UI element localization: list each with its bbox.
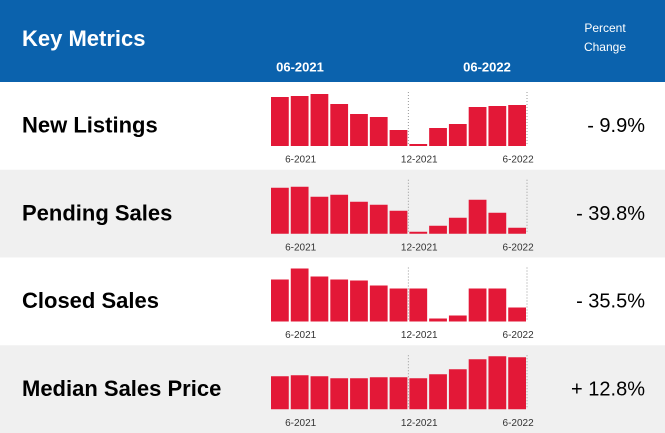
change-header: Percent (584, 21, 626, 35)
bar (409, 288, 428, 322)
title: Key Metrics (22, 26, 146, 51)
bar (488, 212, 507, 234)
bar (468, 199, 487, 234)
bar (290, 186, 309, 234)
bar (468, 107, 487, 146)
bar (369, 285, 388, 322)
bar (271, 187, 289, 234)
bar (468, 359, 487, 410)
metric-label: Closed Sales (22, 288, 159, 313)
bar (350, 201, 368, 234)
bar (508, 105, 526, 146)
bar (508, 357, 526, 410)
bar (389, 130, 408, 146)
bar (409, 378, 428, 410)
percent-change: + 12.8% (571, 378, 645, 400)
bar (409, 231, 428, 234)
metric-label: Pending Sales (22, 200, 172, 225)
bar (369, 204, 388, 234)
bar (448, 369, 467, 410)
bar (389, 210, 408, 234)
axis-label: 6-2022 (503, 155, 535, 166)
bar (488, 288, 507, 322)
header-band (0, 0, 665, 82)
percent-change: - 9.9% (587, 115, 645, 137)
bar (330, 378, 349, 410)
bar (290, 375, 309, 410)
bar (448, 315, 467, 322)
axis-label: 12-2021 (401, 155, 438, 166)
bar (448, 124, 467, 146)
bar (330, 104, 349, 146)
bar (271, 279, 289, 322)
bar (409, 144, 428, 146)
axis-label: 12-2021 (401, 242, 438, 253)
percent-change: - 35.5% (576, 291, 645, 313)
bar (468, 288, 487, 322)
bar (350, 378, 368, 410)
axis-label: 6-2021 (285, 418, 317, 429)
bar (488, 356, 507, 410)
bar (310, 276, 329, 322)
axis-label: 6-2021 (285, 155, 317, 166)
bar (310, 376, 329, 410)
bar (271, 376, 289, 410)
axis-label: 6-2022 (503, 330, 535, 341)
change-header: Change (584, 40, 626, 54)
bar (448, 217, 467, 234)
metric-label: Median Sales Price (22, 376, 221, 401)
bar (330, 194, 349, 234)
bar (330, 279, 349, 322)
axis-label: 6-2022 (503, 242, 535, 253)
bar (488, 106, 507, 146)
bar (310, 196, 329, 234)
bar (508, 227, 526, 234)
bar (369, 117, 388, 146)
bar (290, 268, 309, 322)
percent-change: - 39.8% (576, 203, 645, 225)
bar (350, 114, 368, 146)
bar (429, 374, 447, 410)
metric-label: New Listings (22, 113, 158, 138)
axis-label: 12-2021 (401, 330, 438, 341)
axis-label: 6-2021 (285, 330, 317, 341)
bar (290, 96, 309, 146)
bar (429, 128, 447, 146)
bar (310, 94, 329, 146)
axis-label: 6-2022 (503, 418, 535, 429)
axis-label: 6-2021 (285, 242, 317, 253)
end-label: 06-2022 (463, 59, 511, 74)
bar (429, 225, 447, 234)
bar (369, 377, 388, 410)
axis-label: 12-2021 (401, 418, 438, 429)
start-label: 06-2021 (276, 59, 324, 74)
bar (508, 307, 526, 322)
bar (350, 280, 368, 322)
bar (429, 318, 447, 322)
bar (389, 377, 408, 410)
bar (389, 288, 408, 322)
bar (271, 97, 289, 146)
